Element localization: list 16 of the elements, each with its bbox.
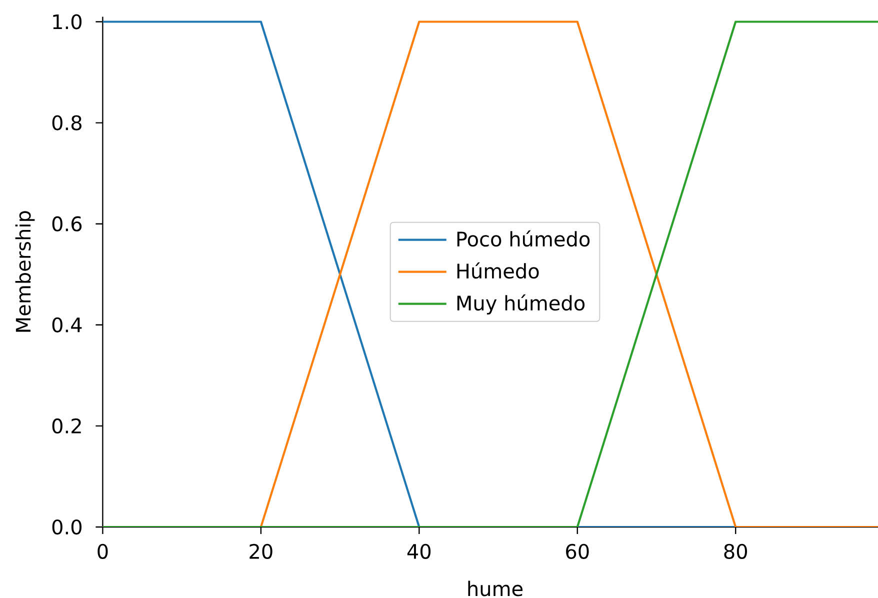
x-tick-label: 20 — [250, 544, 272, 559]
y-tick-label: 0.0 — [52, 519, 82, 535]
y-tick-label: 1.0 — [53, 14, 82, 30]
y-axis-title: Membership — [15, 211, 35, 332]
legend-label: Muy húmedo — [457, 294, 585, 314]
y-tick-label: 0.4 — [52, 317, 82, 332]
legend-label: Húmedo — [457, 262, 539, 279]
x-tick-label: 80 — [724, 544, 747, 559]
y-tick-label: 0.8 — [52, 115, 82, 130]
x-tick-label: 60 — [566, 544, 589, 559]
y-tick-label: 0.2 — [52, 418, 81, 434]
x-tick-label: 40 — [407, 544, 431, 559]
x-tick-label: 0 — [98, 544, 108, 559]
y-tick-label: 0.6 — [52, 216, 82, 232]
legend-label: Poco húmedo — [457, 230, 590, 247]
x-axis-title: hume — [468, 580, 523, 596]
